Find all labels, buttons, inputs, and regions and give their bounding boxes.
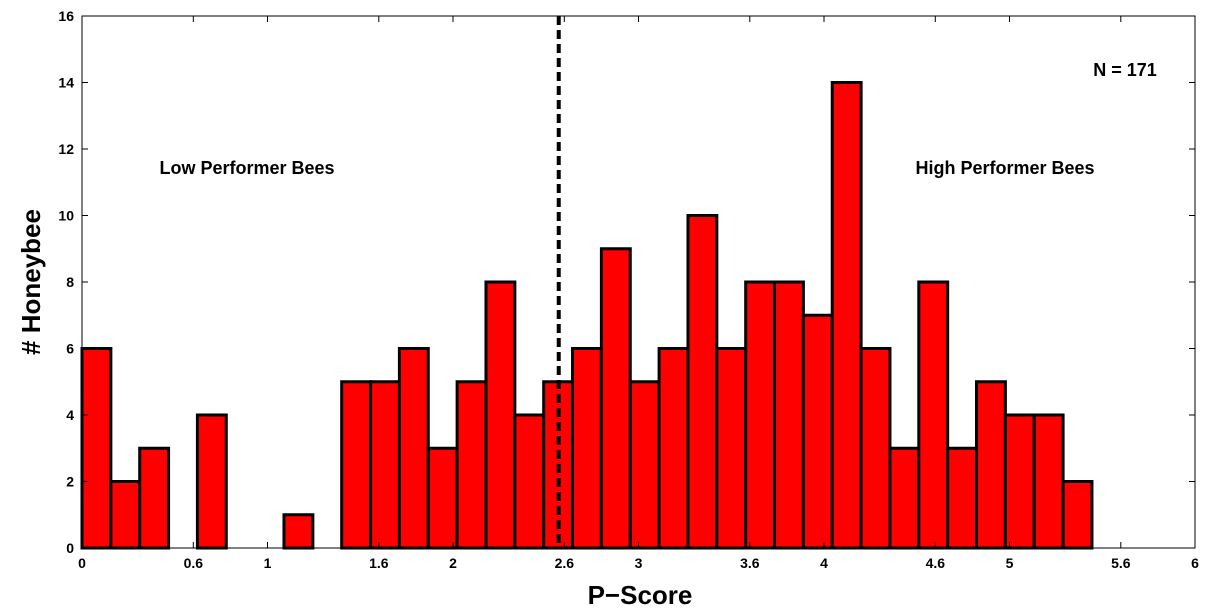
histogram-bar (484, 280, 517, 550)
y-axis-label: # Honeybee (16, 209, 46, 355)
histogram-bar (744, 280, 777, 550)
x-tick-label: 4 (820, 555, 828, 571)
histogram-bar (773, 280, 805, 550)
x-tick-label: 1 (264, 555, 272, 571)
y-tick-label: 14 (58, 75, 74, 91)
histogram-bar (946, 446, 979, 550)
histogram-bar (917, 280, 950, 550)
x-tick-label: 3 (635, 555, 643, 571)
bars-group (80, 81, 1094, 550)
x-axis-label: P−Score (588, 580, 693, 609)
histogram-bar (1061, 480, 1094, 550)
histogram-bar (801, 313, 834, 550)
low-performer-label: Low Performer Bees (159, 158, 334, 178)
ticks-group: 0 0.6 1 1.6 2 2.6 3 3.6 4 4.6 5 5.6 6 0 2 4 6 8 10 12 14 16 (58, 8, 1199, 571)
histogram-bar (80, 347, 113, 550)
histogram-bar (195, 413, 228, 550)
x-tick-label: 2 (449, 555, 457, 571)
histogram-bar (282, 513, 315, 550)
x-tick-label: 2.6 (555, 555, 575, 571)
histogram-bar (975, 380, 1007, 550)
y-tick-label: 12 (58, 141, 74, 157)
x-tick-label: 3.6 (740, 555, 760, 571)
histogram-bar (397, 347, 430, 550)
histogram-bar (138, 446, 171, 550)
histogram-bar (1032, 413, 1065, 550)
histogram-bar (628, 380, 661, 550)
histogram-bar (369, 380, 401, 550)
x-tick-label: 5.6 (1111, 555, 1131, 571)
x-tick-label: 6 (1191, 555, 1199, 571)
histogram-bar (109, 480, 142, 550)
histogram-bar (715, 347, 748, 550)
sample-size-label: N = 171 (1093, 60, 1157, 80)
y-tick-label: 2 (66, 474, 74, 490)
y-tick-label: 4 (66, 407, 74, 423)
histogram-bar (599, 247, 632, 550)
histogram-bar (859, 347, 892, 550)
histogram-bar (426, 446, 459, 550)
x-tick-label: 4.6 (926, 555, 946, 571)
y-tick-label: 8 (66, 274, 74, 290)
histogram-bar (657, 347, 690, 550)
histogram-bar (830, 81, 863, 550)
y-tick-label: 10 (58, 208, 74, 224)
histogram-bar (686, 214, 719, 550)
histogram-bar (455, 380, 488, 550)
histogram-bar (571, 347, 603, 550)
histogram-bar (513, 413, 546, 550)
high-performer-label: High Performer Bees (915, 158, 1094, 178)
x-tick-label: 0.6 (184, 555, 204, 571)
histogram-bar (888, 446, 921, 550)
y-tick-label: 0 (66, 540, 74, 556)
y-tick-label: 6 (66, 341, 74, 357)
x-tick-label: 1.6 (369, 555, 389, 571)
y-tick-label: 16 (58, 8, 74, 24)
x-tick-label: 5 (1006, 555, 1014, 571)
histogram-bar (340, 380, 373, 550)
histogram-bar (1003, 413, 1036, 550)
x-tick-label: 0 (78, 555, 86, 571)
